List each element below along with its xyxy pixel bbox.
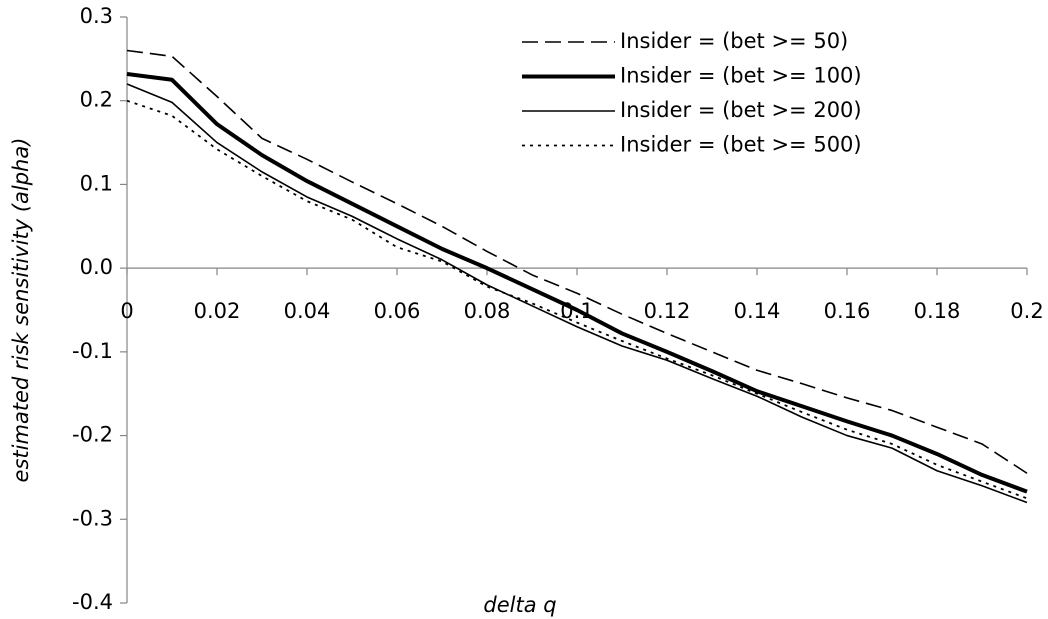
y-tick-label: 0.3 <box>80 4 113 28</box>
y-tick-label: -0.3 <box>72 506 113 530</box>
x-tick-label: 0.16 <box>824 299 871 323</box>
x-axis-title: delta q <box>483 593 556 617</box>
x-tick-label: 0.2 <box>1010 299 1043 323</box>
legend-label: Insider = (bet >= 100) <box>620 64 862 88</box>
y-tick-label: -0.1 <box>72 339 113 363</box>
x-tick-label: 0.06 <box>374 299 421 323</box>
legend-label: Insider = (bet >= 200) <box>620 98 862 122</box>
y-tick-label: 0.0 <box>80 255 113 279</box>
legend-label: Insider = (bet >= 500) <box>620 133 862 157</box>
x-tick-label: 0.08 <box>464 299 511 323</box>
x-tick-label: 0.12 <box>644 299 691 323</box>
x-tick-label: 0.04 <box>284 299 331 323</box>
y-axis-title: estimated risk sensitivity (alpha) <box>9 138 33 483</box>
y-tick-label: 0.1 <box>80 171 113 195</box>
y-tick-label: 0.2 <box>80 88 113 112</box>
series-line <box>126 71 1028 494</box>
y-tick-label: -0.4 <box>72 590 113 614</box>
series-line <box>126 83 1028 504</box>
series-line <box>126 99 1028 500</box>
legend-label: Insider = (bet >= 50) <box>620 29 848 53</box>
y-tick-label: -0.2 <box>72 423 113 447</box>
series-line <box>126 49 1028 474</box>
x-tick-label: 0 <box>120 299 133 323</box>
x-tick-label: 0.18 <box>914 299 961 323</box>
x-tick-label: 0.14 <box>734 299 781 323</box>
x-tick-label: 0.02 <box>194 299 241 323</box>
